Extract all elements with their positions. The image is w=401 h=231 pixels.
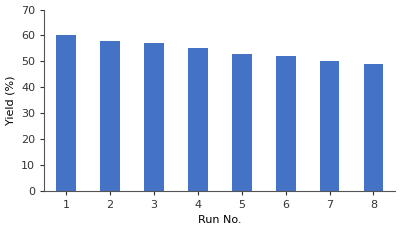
Bar: [276, 56, 296, 191]
Bar: [100, 41, 120, 191]
Bar: [188, 49, 208, 191]
Bar: [56, 35, 76, 191]
Bar: [144, 43, 164, 191]
Bar: [232, 54, 252, 191]
Y-axis label: Yield (%): Yield (%): [6, 76, 16, 125]
X-axis label: Run No.: Run No.: [198, 216, 242, 225]
Bar: [320, 61, 340, 191]
Bar: [364, 64, 383, 191]
